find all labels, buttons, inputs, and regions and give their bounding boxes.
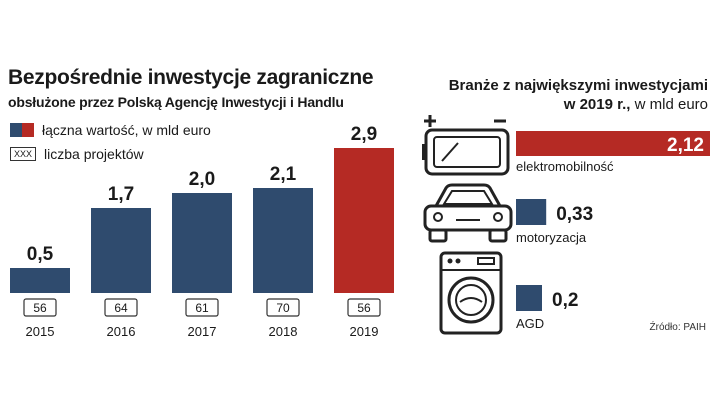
bar-value-label: 0,5 [27, 244, 54, 265]
sector-title-line2: w 2019 r., w mld euro [449, 95, 708, 114]
bar-2018 [253, 188, 313, 293]
project-count-label: 64 [114, 301, 128, 315]
sector-value-label: 2,12 [667, 135, 704, 156]
chart-subtitle: obsłużone przez Polską Agencję Inwestycj… [8, 94, 344, 110]
year-tick-label: 2019 [350, 324, 379, 339]
legend-value: łączna wartość, w mld euro [10, 122, 211, 138]
project-count-box [23, 298, 57, 317]
bar-2015 [10, 268, 70, 293]
bar-2017 [172, 193, 232, 293]
sector-category-label: elektromobilność [516, 159, 614, 174]
project-count-label: 56 [33, 301, 47, 315]
project-count-box [104, 298, 138, 317]
bar-2016 [91, 208, 151, 293]
battery-icon [422, 115, 510, 176]
sector-title: Branże z największymi inwestycjami w 201… [449, 76, 708, 114]
year-tick-label: 2018 [269, 324, 298, 339]
project-count-label: 61 [195, 301, 209, 315]
project-count-label: 70 [276, 301, 290, 315]
bar-2019 [334, 148, 394, 293]
washing-machine-icon [439, 251, 503, 335]
year-tick-label: 2016 [107, 324, 136, 339]
sector-title-unit: w mld euro [630, 96, 708, 113]
source-note: Źródło: PAIH [649, 322, 707, 333]
project-count-box [266, 298, 300, 317]
bar-value-label: 2,1 [270, 164, 297, 185]
project-count-box [347, 298, 381, 317]
sector-title-year: w 2019 r., [563, 96, 631, 113]
sector-value-label: 0,33 [556, 204, 593, 225]
legend-projects-label: liczba projektów [44, 146, 144, 162]
year-tick-label: 2017 [188, 324, 217, 339]
sector-category-label: AGD [516, 316, 544, 331]
chart-title: Bezpośrednie inwestycje zagraniczne [8, 66, 374, 89]
sector-bar-1 [516, 199, 547, 225]
sector-title-line1: Branże z największymi inwestycjami [448, 77, 708, 94]
legend-projects-box: XXX [10, 147, 37, 161]
bar-value-label: 1,7 [108, 184, 134, 205]
year-tick-label: 2015 [26, 324, 55, 339]
legend-projects: XXX liczba projektów [10, 146, 144, 162]
car-icon [423, 183, 513, 243]
investment-bar-chart: 0,5 56 2015 1,7 64 2016 2,0 61 2017 2,1 70 2018 2,9 5… [10, 124, 394, 339]
sector-category-label: motoryzacja [516, 230, 587, 245]
legend-swatch [10, 123, 34, 137]
legend-value-label: łączna wartość, w mld euro [42, 122, 211, 138]
project-count-label: 56 [357, 301, 371, 315]
sector-value-label: 0,2 [552, 290, 578, 311]
bar-value-label: 2,0 [189, 169, 215, 190]
sector-bar-0 [516, 131, 710, 156]
project-count-box [185, 298, 219, 317]
bar-value-label: 2,9 [351, 124, 377, 145]
sector-bar-2 [516, 285, 542, 311]
